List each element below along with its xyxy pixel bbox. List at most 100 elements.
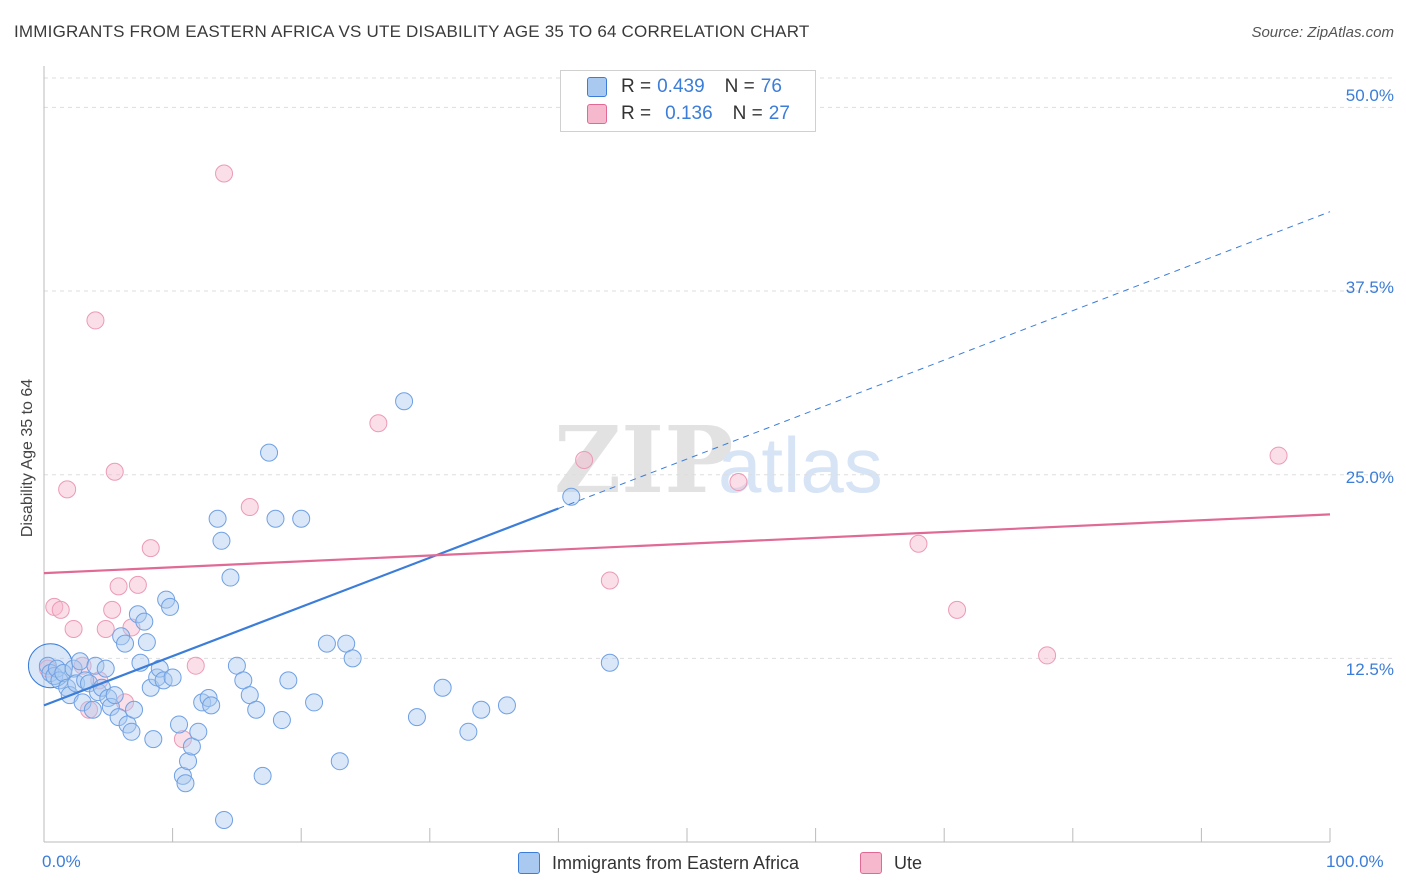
data-point-ute xyxy=(109,577,128,596)
bottom-legend-swatch-pink xyxy=(860,852,882,874)
data-point-immigrants xyxy=(272,711,291,730)
data-point-immigrants xyxy=(407,708,426,727)
data-point-immigrants xyxy=(279,671,298,690)
y-tick-label: 25.0% xyxy=(1345,468,1394,487)
data-point-ute xyxy=(948,600,967,619)
legend-r-label: R = xyxy=(621,76,652,97)
data-point-immigrants xyxy=(144,730,163,749)
data-point-immigrants xyxy=(176,774,195,793)
data-point-immigrants xyxy=(562,487,581,506)
data-point-immigrants xyxy=(161,597,180,616)
data-point-ute xyxy=(575,451,594,469)
data-point-immigrants xyxy=(472,700,491,719)
data-point-immigrants xyxy=(86,656,105,675)
legend-swatch-pink xyxy=(587,104,607,124)
data-point-immigrants xyxy=(433,678,452,697)
data-point-immigrants xyxy=(343,649,362,668)
data-point-immigrants xyxy=(64,659,83,678)
data-point-ute xyxy=(51,600,70,619)
data-point-ute xyxy=(80,700,99,719)
data-point-immigrants xyxy=(96,659,115,678)
data-point-ute xyxy=(369,414,388,433)
data-point-immigrants xyxy=(125,700,144,719)
y-tick-label: 37.5% xyxy=(1345,278,1394,297)
data-point-immigrants xyxy=(163,668,182,687)
data-point-ute xyxy=(215,164,234,183)
data-point-immigrants xyxy=(330,752,349,771)
data-point-ute xyxy=(1038,646,1057,665)
data-point-immigrants xyxy=(116,634,135,653)
data-point-ute xyxy=(64,619,83,638)
data-point-immigrants xyxy=(292,509,311,528)
data-point-ute xyxy=(909,534,928,553)
data-point-immigrants xyxy=(135,612,154,631)
data-point-immigrants xyxy=(497,696,516,715)
x-tick-label: 0.0% xyxy=(42,852,81,871)
data-point-immigrants xyxy=(73,693,92,712)
legend-n-label: N = xyxy=(724,76,755,97)
data-point-immigrants xyxy=(253,766,272,785)
data-point-immigrants xyxy=(221,568,240,587)
data-point-immigrants xyxy=(83,700,102,719)
bottom-legend-label: Ute xyxy=(894,852,923,873)
data-point-immigrants xyxy=(109,708,128,727)
data-point-immigrants xyxy=(266,509,285,528)
data-point-immigrants xyxy=(170,715,189,734)
data-point-immigrants xyxy=(600,653,619,672)
legend-n-value: 27 xyxy=(768,103,790,124)
x-tick-label: 100.0% xyxy=(1326,852,1384,871)
data-point-immigrants xyxy=(105,686,124,705)
data-point-ute xyxy=(105,462,124,481)
data-point-immigrants xyxy=(459,722,478,741)
y-tick-label: 12.5% xyxy=(1345,660,1394,679)
data-point-immigrants xyxy=(317,634,336,653)
data-point-immigrants xyxy=(215,810,234,829)
bottom-legend-ute: Ute xyxy=(860,852,922,874)
data-point-immigrants xyxy=(137,633,156,652)
data-point-immigrants xyxy=(199,689,218,708)
bottom-legend-swatch-blue xyxy=(518,852,540,874)
data-point-immigrants xyxy=(179,752,198,771)
chart-title: IMMIGRANTS FROM EASTERN AFRICA VS UTE DI… xyxy=(14,22,810,41)
bottom-legend-label: Immigrants from Eastern Africa xyxy=(552,852,800,873)
legend-row-immigrants: R = 0.439 N = 76 xyxy=(587,75,782,99)
data-point-ute xyxy=(103,600,122,619)
data-point-immigrants xyxy=(247,700,266,719)
data-point-immigrants xyxy=(260,443,279,462)
data-point-immigrants xyxy=(54,664,73,683)
data-point-ute xyxy=(186,656,205,675)
data-point-immigrants xyxy=(189,722,208,741)
watermark-zip: ZIP xyxy=(554,406,733,514)
data-point-ute xyxy=(600,571,619,590)
data-point-immigrants xyxy=(208,509,227,528)
data-point-ute xyxy=(141,539,160,558)
source-label: Source: ZipAtlas.com xyxy=(1251,24,1394,41)
data-point-immigrants xyxy=(71,652,90,671)
data-point-immigrants xyxy=(122,722,141,741)
bottom-legend-immigrants: Immigrants from Eastern Africa xyxy=(518,852,799,874)
legend-n-label: N = xyxy=(732,103,763,124)
data-point-immigrants xyxy=(128,605,147,624)
legend-r-label: R = xyxy=(621,103,652,124)
legend-swatch-blue xyxy=(587,77,607,97)
legend: R = 0.439 N = 76 R = 0.136 N = 27 xyxy=(560,70,816,132)
data-point-ute xyxy=(58,480,77,499)
legend-n-value: 76 xyxy=(760,76,782,97)
trend-line-immigrants xyxy=(43,507,559,707)
data-point-ute xyxy=(173,730,192,749)
data-point-immigrants xyxy=(101,697,120,716)
data-point-ute xyxy=(86,311,105,330)
data-point-immigrants xyxy=(395,392,414,411)
watermark-atlas: atlas xyxy=(718,421,883,509)
trend-line-ute xyxy=(43,513,1331,575)
data-point-immigrants xyxy=(202,696,221,715)
data-point-ute xyxy=(729,473,748,492)
data-point-ute xyxy=(240,498,259,517)
data-point-ute xyxy=(1269,446,1288,465)
y-tick-label: 50.0% xyxy=(1345,86,1394,105)
data-point-ute xyxy=(128,575,147,594)
trend-line-immigrants-extrapolated xyxy=(558,211,1331,509)
legend-r-value: 0.136 xyxy=(665,103,713,124)
legend-row-ute: R = 0.136 N = 27 xyxy=(587,102,790,126)
